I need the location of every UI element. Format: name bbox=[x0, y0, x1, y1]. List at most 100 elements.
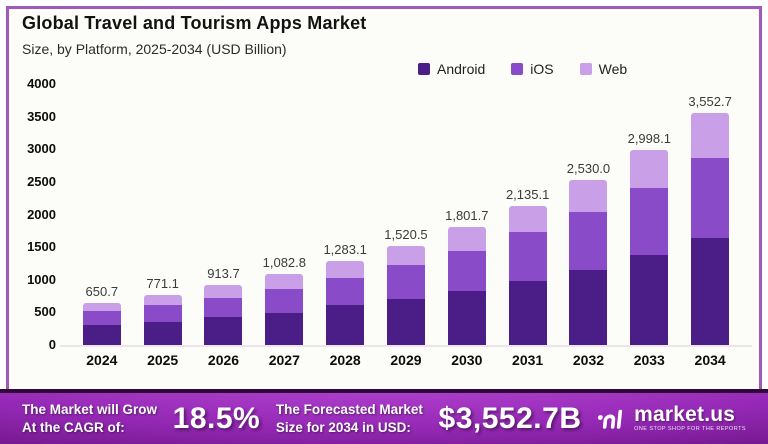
legend-item-web: Web bbox=[579, 61, 628, 77]
x-tick-label: 2032 bbox=[572, 352, 605, 368]
segment-android-2031 bbox=[508, 280, 547, 345]
bar-2033: 2,998.1 bbox=[627, 130, 671, 345]
segment-android-2028 bbox=[326, 305, 365, 345]
bar-2034: 3,552.7 bbox=[688, 94, 732, 345]
cagr-value: 18.5% bbox=[172, 401, 261, 435]
segment-ios-2033 bbox=[630, 187, 669, 255]
bar-total-label: 2,135.1 bbox=[505, 186, 550, 202]
brand-logo: market.us ONE STOP SHOP FOR THE REPORTS bbox=[597, 404, 746, 433]
y-tick-label: 0 bbox=[48, 337, 56, 352]
x-tick-label: 2027 bbox=[268, 352, 300, 368]
x-tick-label: 2028 bbox=[329, 352, 361, 368]
segment-web-2027 bbox=[265, 274, 304, 289]
legend-label: Android bbox=[437, 61, 486, 77]
x-tick-label: 2029 bbox=[390, 352, 422, 368]
segment-web-2026 bbox=[204, 285, 243, 298]
segment-ios-2025 bbox=[143, 304, 182, 322]
brand-tagline: ONE STOP SHOP FOR THE REPORTS bbox=[634, 426, 746, 433]
bar-total-label: 913.7 bbox=[207, 266, 240, 282]
segment-ios-2026 bbox=[204, 297, 243, 317]
bar-2032: 2,530.0 bbox=[566, 161, 611, 345]
segment-ios-2030 bbox=[447, 250, 486, 291]
segment-android-2030 bbox=[447, 290, 486, 345]
cagr-caption-line1: The Market will Grow bbox=[22, 402, 158, 418]
x-tick-label: 2025 bbox=[147, 352, 179, 368]
y-tick-label: 3500 bbox=[27, 108, 56, 124]
bottom-banner: The Market will Grow At the CAGR of: 18.… bbox=[0, 389, 768, 444]
chart-subtitle: Size, by Platform, 2025-2034 (USD Billio… bbox=[22, 41, 287, 57]
forecast-value: $3,552.7B bbox=[438, 401, 582, 435]
segment-web-2033 bbox=[630, 149, 669, 188]
bar-total-label: 2,530.0 bbox=[566, 161, 611, 177]
chart-legend: Android iOS Web bbox=[418, 61, 627, 77]
y-tick-label: 500 bbox=[34, 304, 56, 320]
x-tick-label: 2030 bbox=[451, 352, 483, 368]
bar-2026: 913.7 bbox=[204, 266, 243, 345]
x-tick-label: 2031 bbox=[512, 352, 544, 368]
segment-web-2028 bbox=[326, 261, 365, 279]
segment-web-2025 bbox=[143, 294, 182, 305]
segment-ios-2031 bbox=[508, 232, 547, 281]
forecast-caption-line1: The Forecasted Market bbox=[275, 402, 423, 418]
marketus-logo-icon bbox=[596, 406, 629, 432]
y-tick-label: 2500 bbox=[27, 173, 56, 189]
brand-text: market.us ONE STOP SHOP FOR THE REPORTS bbox=[634, 404, 746, 433]
segment-web-2032 bbox=[569, 180, 608, 212]
y-tick-label: 1500 bbox=[27, 239, 56, 255]
segment-android-2026 bbox=[204, 316, 243, 345]
segment-web-2024 bbox=[82, 302, 121, 312]
y-axis: 4000 3500 3000 2500 2000 1500 1000 500 0 bbox=[12, 77, 56, 352]
segment-web-2034 bbox=[691, 113, 730, 159]
segment-web-2031 bbox=[508, 205, 547, 233]
cagr-caption-line2: At the CAGR of: bbox=[22, 419, 125, 435]
bar-2025: 771.1 bbox=[143, 275, 182, 345]
segment-android-2029 bbox=[386, 299, 425, 345]
brand-name: market.us bbox=[634, 403, 736, 427]
bar-total-label: 3,552.7 bbox=[688, 94, 732, 110]
bar-2031: 2,135.1 bbox=[505, 186, 550, 345]
segment-android-2024 bbox=[82, 324, 121, 345]
bar-total-label: 1,283.1 bbox=[323, 242, 367, 258]
chart-title: Global Travel and Tourism Apps Market bbox=[22, 13, 367, 33]
bar-total-label: 2,998.1 bbox=[627, 130, 671, 146]
segment-ios-2032 bbox=[569, 211, 608, 270]
plot-area: 650.7 771.1 913.7 1,082.8 1,283.1 1,520.5 1,80… bbox=[60, 84, 752, 347]
y-tick-label: 1000 bbox=[27, 271, 56, 287]
segment-android-2034 bbox=[691, 238, 730, 345]
bar-2029: 1,520.5 bbox=[384, 226, 428, 345]
legend-swatch-icon bbox=[579, 63, 592, 75]
bar-2028: 1,283.1 bbox=[323, 242, 367, 345]
legend-swatch-icon bbox=[418, 63, 430, 75]
legend-label: iOS bbox=[530, 61, 554, 77]
segment-android-2032 bbox=[569, 270, 608, 345]
forecast-caption: The Forecasted Market Size for 2034 in U… bbox=[276, 401, 423, 436]
bar-total-label: 650.7 bbox=[85, 283, 119, 299]
bar-total-label: 771.1 bbox=[146, 275, 179, 291]
legend-item-ios: iOS bbox=[511, 61, 554, 77]
segment-ios-2027 bbox=[265, 288, 304, 313]
bar-total-label: 1,082.8 bbox=[262, 255, 306, 271]
bar-2024: 650.7 bbox=[82, 283, 121, 345]
segment-ios-2034 bbox=[691, 158, 730, 239]
segment-android-2027 bbox=[265, 312, 304, 345]
y-tick-label: 3000 bbox=[27, 141, 56, 157]
segment-ios-2029 bbox=[386, 264, 425, 299]
x-tick-label: 2024 bbox=[86, 352, 118, 368]
bar-2027: 1,082.8 bbox=[262, 255, 306, 345]
segment-ios-2024 bbox=[82, 311, 121, 325]
x-tick-label: 2033 bbox=[633, 352, 665, 368]
x-tick-label: 2026 bbox=[207, 352, 240, 368]
bar-total-label: 1,801.7 bbox=[445, 208, 489, 224]
legend-swatch-icon bbox=[511, 63, 524, 75]
segment-ios-2028 bbox=[326, 278, 365, 306]
y-tick-label: 2000 bbox=[27, 206, 56, 222]
x-tick-label: 2034 bbox=[694, 352, 726, 368]
segment-android-2033 bbox=[630, 255, 669, 345]
segment-web-2030 bbox=[447, 227, 486, 251]
legend-label: Web bbox=[598, 61, 628, 77]
x-axis-labels: 2024 2025 2026 2027 2028 2029 2030 2031 2032 2033… bbox=[60, 352, 752, 368]
legend-item-android: Android bbox=[418, 61, 485, 77]
cagr-caption: The Market will Grow At the CAGR of: bbox=[22, 401, 157, 436]
bar-total-label: 1,520.5 bbox=[384, 226, 428, 242]
